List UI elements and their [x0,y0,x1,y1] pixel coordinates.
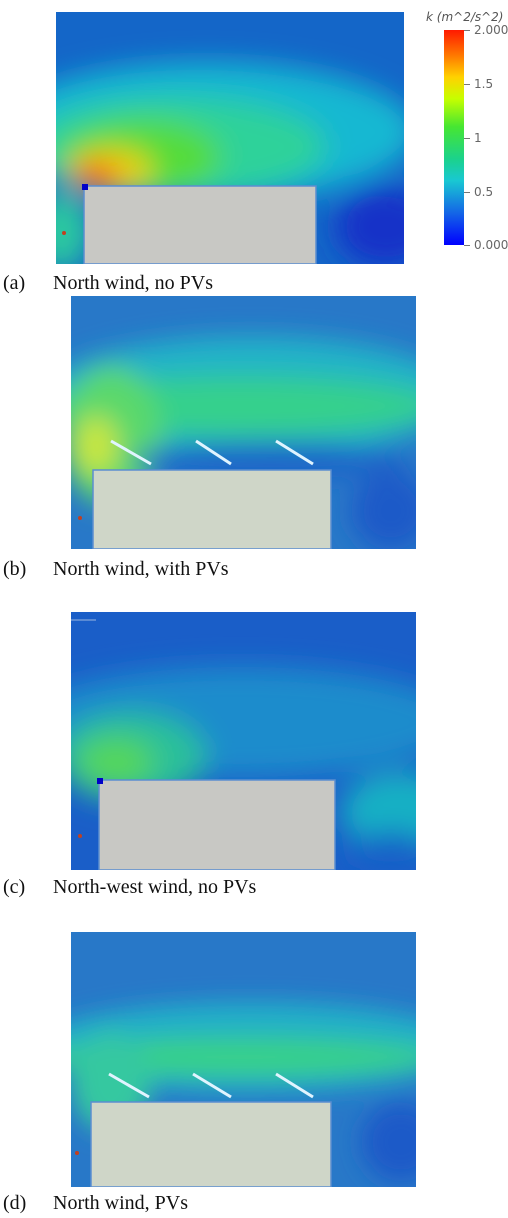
turbulence-field-c [71,612,416,870]
panel-d [71,932,416,1187]
panel-caption-text: North wind, PVs [53,1192,189,1214]
panel-b [71,296,416,549]
panel-label: (c) [3,876,26,898]
caption-d: (d) North wind, PVs [3,1192,188,1215]
panel-label: (b) [3,558,27,580]
colorbar-legend: k (m^2/s^2) 2.000 1.5 1 0.5 0.000 [426,10,508,260]
panel-caption-text: North-west wind, no PVs [53,876,257,898]
turbulence-field-d [71,932,416,1187]
caption-a: (a) North wind, no PVs [3,272,213,295]
colorbar-tick-label: 2.000 [474,23,508,37]
colorbar-tick-label: 1.5 [474,77,494,91]
colorbar-title: k (m^2/s^2) [426,10,504,24]
colorbar-tick-label: 0.5 [474,185,494,199]
caption-b: (b) North wind, with PVs [3,558,229,581]
turbulence-field-a [56,12,404,264]
panel-caption-text: North wind, no PVs [53,272,214,294]
colorbar-tick-label: 1 [474,131,482,145]
colorbar-tick-label: 0.000 [474,238,508,252]
panel-label: (d) [3,1192,27,1214]
panel-caption-text: North wind, with PVs [53,558,229,580]
panel-c [71,612,416,870]
panel-label: (a) [3,272,26,294]
caption-c: (c) North-west wind, no PVs [3,876,256,899]
turbulence-field-b [71,296,416,549]
colorbar-gradient [444,30,464,245]
panel-a [56,12,404,264]
